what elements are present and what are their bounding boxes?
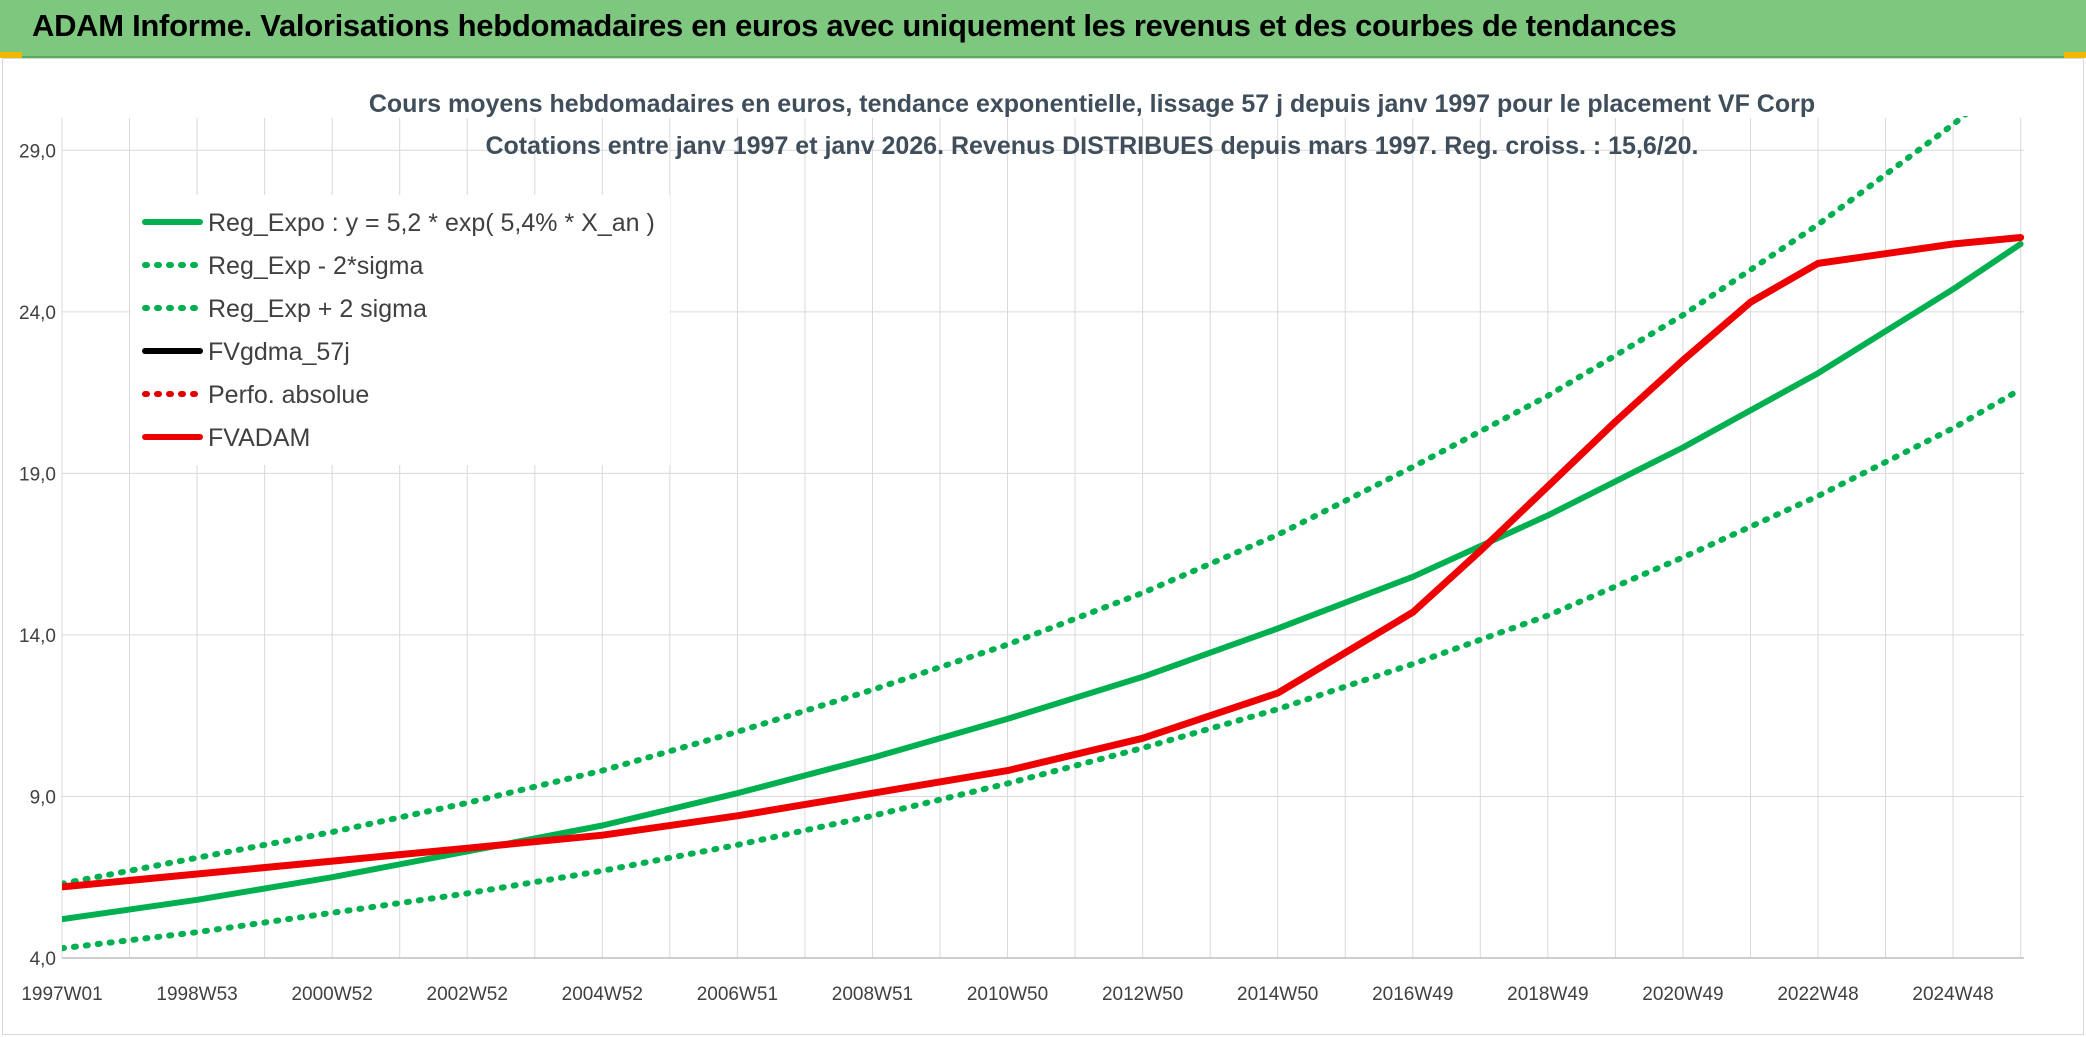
x-tick-label: 2012W50 xyxy=(1102,984,1183,1005)
legend-entry: Reg_Exp + 2 sigma xyxy=(208,295,427,323)
legend-entry: Reg_Expo : y = 5,2 * exp( 5,4% * X_an ) xyxy=(208,209,655,237)
y-tick-label: 14,0 xyxy=(19,626,56,647)
x-tick-label: 2006W51 xyxy=(697,984,778,1005)
chart-subtitle: Cotations entre janv 1997 et janv 2026. … xyxy=(485,132,1698,160)
legend-entry: Reg_Exp - 2*sigma xyxy=(208,252,423,280)
x-tick-label: 2000W52 xyxy=(291,984,372,1005)
x-tick-label: 2024W48 xyxy=(1912,984,1993,1005)
chart-title: Cours moyens hebdomadaires en euros, ten… xyxy=(369,90,1815,118)
x-tick-label: 2020W49 xyxy=(1642,984,1723,1005)
series-layer xyxy=(62,116,2025,952)
y-tick-label: 4,0 xyxy=(30,949,56,970)
legend-entry: FVgdma_57j xyxy=(208,338,350,366)
corner-marker-left xyxy=(0,52,22,58)
x-tick-label: 2010W50 xyxy=(967,984,1048,1005)
x-tick-label: 2008W51 xyxy=(832,984,913,1005)
x-tick-label: 2004W52 xyxy=(562,984,643,1005)
y-tick-label: 9,0 xyxy=(30,787,56,808)
legend-box xyxy=(130,195,670,465)
y-tick-label: 24,0 xyxy=(19,303,56,324)
y-tick-label: 29,0 xyxy=(19,141,56,162)
series-line-0 xyxy=(62,241,2024,923)
x-tick-label: 2022W48 xyxy=(1777,984,1858,1005)
axis-labels: 4,0 9,0 14,0 19,0 24,0 29,0 1997W01 1998W53 2000… xyxy=(19,141,1994,1005)
corner-marker-right xyxy=(2064,52,2086,58)
x-tick-label: 2016W49 xyxy=(1372,984,1453,1005)
report-header: ADAM Informe. Valorisations hebdomadaire… xyxy=(0,0,2086,58)
x-tick-label: 2002W52 xyxy=(427,984,508,1005)
series-line-1 xyxy=(62,386,2024,952)
series-line-2 xyxy=(62,116,1969,887)
x-tick-label: 1997W01 xyxy=(21,984,102,1005)
legend-entry: FVADAM xyxy=(208,424,310,452)
report-title: ADAM Informe. Valorisations hebdomadaire… xyxy=(32,8,1677,43)
chart-legend: Reg_Expo : y = 5,2 * exp( 5,4% * X_an ) R… xyxy=(130,195,670,465)
x-tick-label: 1998W53 xyxy=(156,984,237,1005)
legend-entry: Perfo. absolue xyxy=(208,381,369,409)
y-tick-label: 19,0 xyxy=(19,464,56,485)
x-tick-label: 2018W49 xyxy=(1507,984,1588,1005)
series-line-5 xyxy=(62,234,2025,891)
x-tick-label: 2014W50 xyxy=(1237,984,1318,1005)
